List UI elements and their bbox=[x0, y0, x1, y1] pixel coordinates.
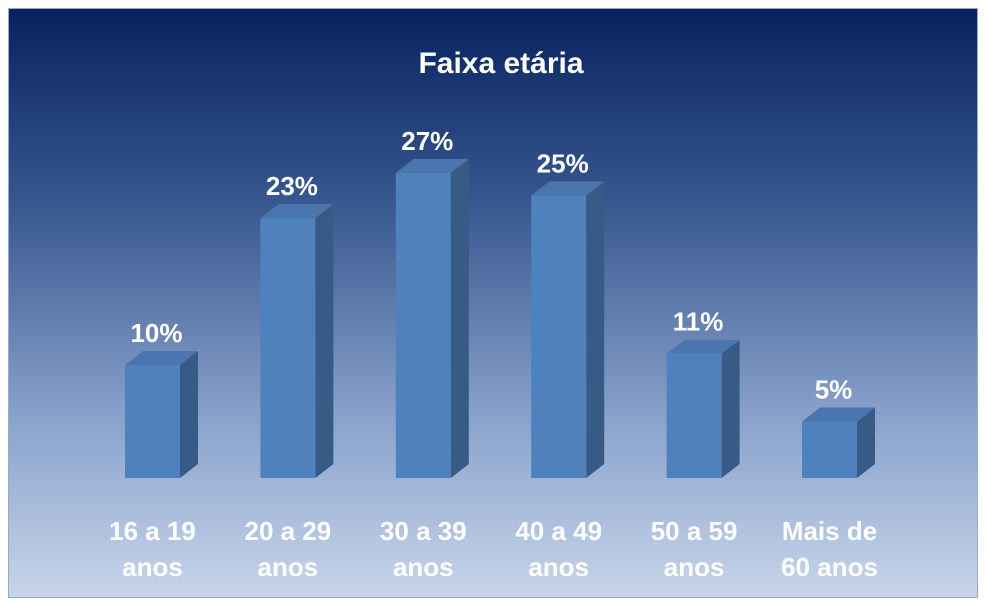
data-label: 27% bbox=[401, 126, 453, 156]
x-tick-label: 40 a 49 anos bbox=[515, 516, 603, 582]
bar-side bbox=[180, 351, 198, 478]
bar-side bbox=[450, 158, 469, 478]
bar-side bbox=[721, 339, 740, 478]
bar-top bbox=[666, 339, 740, 354]
bar bbox=[395, 172, 451, 478]
bar bbox=[802, 421, 857, 478]
bar-side bbox=[315, 204, 334, 478]
chart-panel: Faixa etária 10% 23% 27% 25% 11% 5% 16 a 19 a… bbox=[8, 8, 978, 598]
bar-top bbox=[802, 407, 875, 422]
data-label: 5% bbox=[815, 374, 853, 404]
bar-top bbox=[260, 204, 334, 219]
bar-top bbox=[125, 351, 198, 365]
x-tick-label: 20 a 29 anos bbox=[244, 516, 332, 582]
bar-side bbox=[857, 407, 875, 478]
bar-top bbox=[531, 181, 605, 196]
data-label: 11% bbox=[673, 307, 724, 337]
x-tick-label: 16 a 19 anos bbox=[109, 516, 196, 582]
bar bbox=[260, 218, 316, 478]
x-tick-label: Mais de 60 anos bbox=[781, 516, 878, 582]
bar-side bbox=[586, 181, 605, 478]
bar bbox=[531, 195, 587, 478]
bar bbox=[125, 365, 180, 478]
x-tick-label: 50 a 59 anos bbox=[650, 516, 738, 582]
data-label: 10% bbox=[130, 318, 182, 348]
x-tick-label: 30 a 39 anos bbox=[379, 516, 467, 582]
data-label: 23% bbox=[266, 171, 318, 201]
chart: Faixa etária 10% 23% 27% 25% 11% 5% bbox=[125, 47, 875, 478]
chart-title: Faixa etária bbox=[418, 47, 583, 80]
bar-top bbox=[395, 158, 469, 173]
bar bbox=[666, 353, 722, 478]
data-label: 25% bbox=[537, 148, 589, 178]
